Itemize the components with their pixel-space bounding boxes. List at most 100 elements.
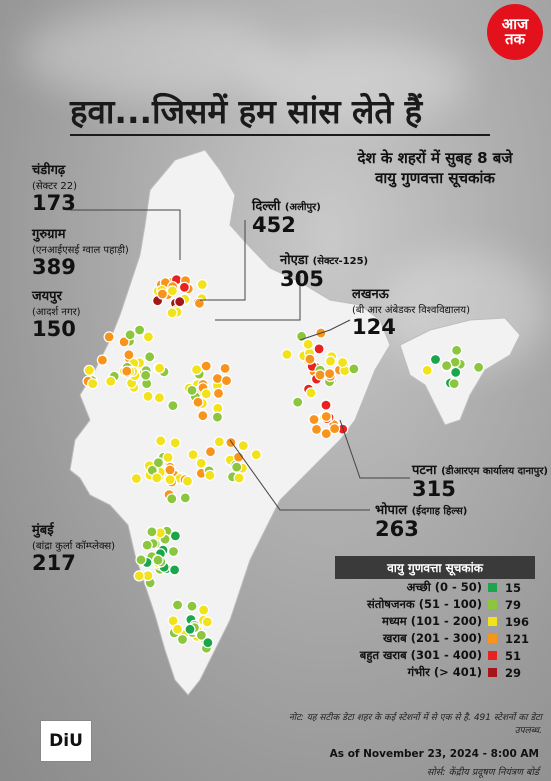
source-credit: सोर्स: केंद्रीय प्रदूषण नियंत्रण बोर्ड [426, 767, 539, 778]
aqi-marker [152, 457, 164, 469]
city-aqi: 305 [280, 267, 324, 291]
legend-count: 15 [505, 580, 522, 595]
aqi-marker [164, 464, 176, 476]
aqi-marker [103, 331, 115, 343]
aqi-marker [305, 387, 317, 399]
aqi-marker [324, 355, 337, 367]
aqi-marker [220, 375, 233, 387]
aqi-marker [151, 472, 163, 484]
aqi-marker [314, 369, 326, 381]
aqi-marker [302, 338, 314, 350]
city-aqi: 150 [32, 317, 76, 341]
leader-delhi [200, 220, 246, 301]
legend-row-very-poor: बहुत खराब (301 - 400) 51 [335, 647, 535, 664]
aqi-marker [140, 369, 152, 381]
aqi-marker [144, 351, 156, 363]
aqi-marker [133, 570, 145, 582]
city-chandigarh: चंडीगढ़ (सेक्टर 22) 173 [32, 160, 77, 214]
aqi-marker [83, 364, 95, 376]
legend-swatch [488, 634, 497, 643]
aqi-marker [186, 384, 198, 396]
city-name: गुरुग्राम [32, 227, 66, 242]
aqi-marker [152, 554, 164, 566]
aqi-marker [172, 623, 184, 635]
footnote: नोट: यह सटीक डेटा शहर के कई स्टेशनों में… [288, 713, 542, 736]
city-station: (एनआईएसई ग्वाल पहाड़ी) [32, 245, 129, 256]
aqi-marker [169, 437, 181, 449]
aqi-marker [167, 545, 180, 558]
aqi-marker [130, 472, 142, 485]
aqi-marker [196, 278, 208, 291]
aqi-marker [118, 336, 130, 348]
city-patna: पटना (डीआरएम कार्यालय दानापुर) 315 [412, 460, 548, 500]
leader-lucknow [299, 319, 351, 341]
city-delhi: दिल्ली (अलीपुर) 452 [252, 196, 321, 236]
city-lucknow: लखनऊ (बी आर अंबेडकर विश्वविद्यालय) 124 [352, 284, 470, 338]
cloud-bg [20, 10, 280, 100]
cloud-bg [250, 40, 470, 120]
city-jaipur: जयपुर (आदर्श नगर) 150 [32, 286, 81, 340]
aqi-marker [134, 324, 146, 336]
aqi-marker [193, 297, 205, 309]
aqi-marker [202, 637, 214, 649]
aqi-marker [187, 449, 199, 461]
aqi-marker [195, 457, 207, 469]
aqi-marker [204, 469, 216, 481]
city-mumbai: मुंबई (बांद्रा कुर्ला कॉम्प्लेक्स) 217 [32, 520, 115, 574]
aqi-marker [320, 410, 332, 423]
legend-swatch [488, 668, 497, 677]
aqi-marker [146, 526, 158, 538]
aqi-legend: वायु गुणवत्ता सूचकांक अच्छी (0 - 50) 15 … [335, 556, 535, 681]
aqi-marker [451, 344, 463, 356]
aqi-marker [164, 474, 176, 486]
legend-label: खराब (201 - 300) [383, 631, 482, 645]
city-name: दिल्ली (अलीपुर) [252, 199, 321, 214]
aqi-marker [123, 349, 135, 361]
aqi-marker [237, 440, 249, 452]
aqi-marker [211, 372, 224, 385]
aqi-marker [233, 472, 245, 484]
aqi-marker [292, 396, 304, 408]
aqi-marker [195, 629, 207, 641]
aqi-marker [167, 400, 179, 412]
aqi-marker [213, 436, 225, 448]
aqi-marker [324, 368, 336, 380]
legend-swatch [488, 617, 497, 626]
aqi-marker [142, 331, 154, 343]
leader-lines [70, 209, 410, 511]
city-station: (सेक्टर 22) [32, 181, 78, 192]
aqi-marker [176, 633, 189, 646]
city-station: (बी आर अंबेडकर विश्वविद्यालय) [352, 305, 470, 316]
aqi-marker [337, 356, 349, 369]
legend-row-poor: खराब (201 - 300) 121 [335, 630, 535, 647]
city-bhopal: भोपाल (ईदगाह हिल्स) 263 [375, 500, 467, 540]
legend-swatch [488, 600, 497, 609]
city-aqi: 124 [352, 315, 396, 339]
leader-chandigarh [70, 209, 181, 260]
city-name: मुंबई [32, 523, 54, 538]
aqi-marker [198, 604, 210, 616]
aqi-marker [313, 343, 325, 355]
aqi-marker [184, 623, 196, 635]
aajtak-logo: आज तक [487, 4, 543, 60]
city-name: पटना (डीआरएम कार्यालय दानापुर) [412, 463, 548, 478]
legend-row-good: अच्छी (0 - 50) 15 [335, 579, 535, 596]
aqi-marker [429, 353, 442, 366]
aqi-marker [450, 366, 462, 378]
city-noida: नोएडा (सेक्टर-125) 305 [280, 250, 368, 290]
aqi-marker [308, 413, 320, 426]
aqi-marker [155, 435, 167, 447]
aqi-marker [192, 396, 204, 408]
aqi-marker [178, 281, 190, 293]
leader-bhopal [229, 439, 370, 511]
legend-label: अच्छी (0 - 50) [406, 580, 482, 594]
aqi-marker [153, 392, 165, 404]
aqi-marker [124, 329, 136, 341]
legend-row-moderate: मध्यम (101 - 200) 196 [335, 613, 535, 630]
city-aqi: 173 [32, 191, 76, 215]
aqi-marker [105, 375, 117, 387]
legend-count: 196 [505, 614, 530, 629]
subtitle: देश के शहरों में सुबह 8 बजे वायु गुणवत्त… [357, 149, 513, 188]
aqi-marker [154, 362, 166, 374]
aqi-marker [162, 451, 174, 463]
